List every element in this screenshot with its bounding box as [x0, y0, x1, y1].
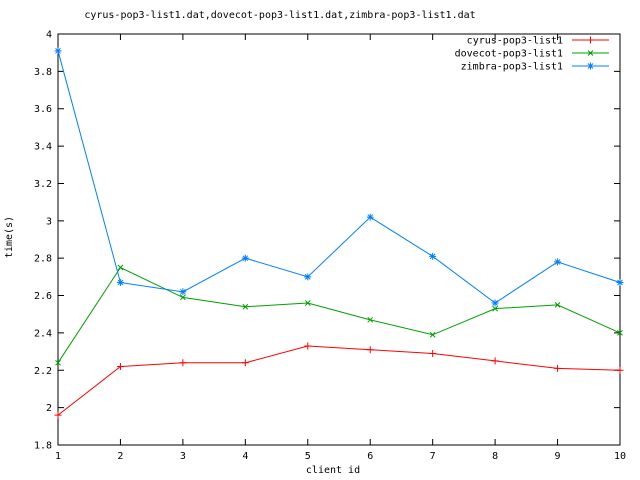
x-tick-label: 7: [430, 451, 436, 462]
y-tick-label: 2.8: [34, 254, 52, 265]
x-tick-label: 3: [180, 451, 186, 462]
x-tick-label: 10: [614, 451, 626, 462]
chart-dynamic-layer: 1 2 3 4 5 6 7 8 9 10 1.8 2 2.2 2.4 2.6 2.8 3 3.2 3.4 3.6 3.8…: [34, 30, 626, 463]
x-tick-label: 2: [117, 451, 123, 462]
legend-label: cyrus-pop3-list1: [467, 36, 563, 47]
legend-label: zimbra-pop3-list1: [461, 62, 563, 73]
x-tick-label: 8: [492, 451, 498, 462]
series-line-dovecot-pop3-list1: [57, 266, 621, 364]
x-tick-label: 6: [367, 451, 373, 462]
legend-sample-line: [572, 62, 609, 70]
x-tick-label: 9: [555, 451, 561, 462]
y-tick-label: 3.6: [34, 104, 52, 115]
y-tick-label: 3: [46, 216, 52, 227]
x-tick-label: 5: [305, 451, 311, 462]
series-line-cyrus-pop3-list1: [57, 345, 621, 416]
x-tick-label: 4: [242, 451, 248, 462]
y-tick-label: 3.8: [34, 67, 52, 78]
y-tick-label: 1.8: [34, 441, 52, 452]
chart-title: cyrus-pop3-list1.dat,dovecot-pop3-list1.…: [84, 10, 475, 21]
y-tick-label: 2.6: [34, 291, 52, 302]
x-axis-label: client id: [306, 465, 360, 476]
axis-ticks: [57, 33, 621, 446]
y-tick-label: 3.4: [34, 142, 52, 153]
series-markers-zimbra-pop3-list1: [54, 47, 624, 307]
y-tick-label: 2: [46, 403, 52, 414]
legend-label: dovecot-pop3-list1: [455, 49, 563, 60]
series-line-zimbra-pop3-list1: [57, 50, 621, 304]
y-tick-label: 4: [46, 30, 52, 41]
legend-sample-line: [572, 36, 609, 44]
y-axis-label: time(s): [4, 216, 15, 258]
series-markers-cyrus-pop3-list1: [54, 342, 624, 419]
x-tick-label: 1: [55, 451, 61, 462]
series-markers-dovecot-pop3-list1: [55, 264, 623, 366]
y-tick-label: 2.2: [34, 366, 52, 377]
y-tick-label: 2.4: [34, 328, 52, 339]
legend-sample-line: [572, 50, 609, 56]
plot-border: [57, 33, 621, 446]
y-tick-label: 3.2: [34, 179, 52, 190]
